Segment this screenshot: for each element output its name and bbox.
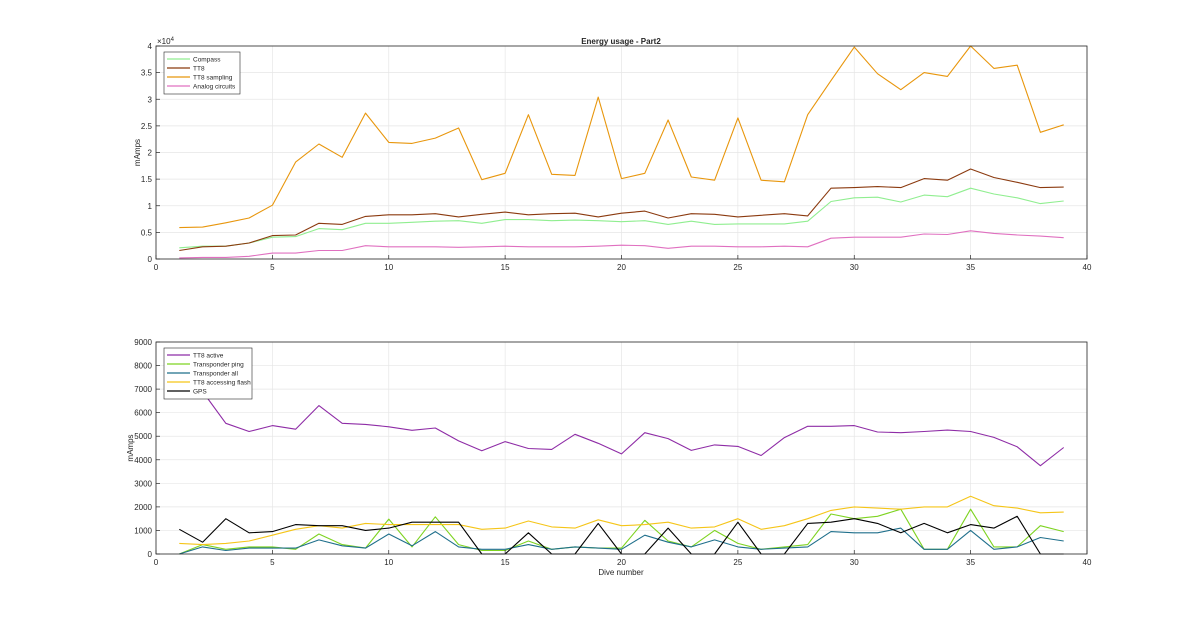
series-line-compass	[179, 187, 1064, 249]
y-tick-label: 1.5	[141, 175, 153, 184]
y-tick-label: 1000	[134, 526, 152, 535]
y-tick-label: 2	[148, 149, 153, 158]
y-tick-label: 7000	[134, 385, 152, 394]
series-line-tt8-accessing-flash	[179, 495, 1064, 546]
chart-title: Energy usage - Part2	[581, 37, 661, 46]
tick-labels: 0 5 10 15 20 25 30 35 40 0 0.5 1 1.5 2 2.5 3 3.5 4	[141, 42, 1092, 272]
legend-label: Analog circuits	[193, 83, 236, 90]
y-tick-label: 2000	[134, 503, 152, 512]
y-axis-label: mAmps	[126, 434, 135, 461]
x-tick-label: 20	[617, 263, 626, 272]
legend-label: TT8 accessing flash	[193, 379, 251, 386]
grid-lines	[155, 341, 1088, 555]
legend-label: TT8 sampling	[193, 74, 233, 81]
x-tick-label: 15	[501, 263, 510, 272]
x-tick-label: 25	[733, 263, 742, 272]
series-line-transponder-all	[179, 527, 1064, 555]
x-tick-label: 15	[501, 558, 510, 567]
x-tick-label: 35	[966, 558, 975, 567]
x-tick-label: 0	[154, 263, 159, 272]
y-tick-label: 8000	[134, 362, 152, 371]
y-tick-label: 4000	[134, 456, 152, 465]
x-axis-label: Dive number	[598, 568, 644, 577]
legend-label: Compass	[193, 56, 221, 63]
y-tick-label: 1	[148, 202, 153, 211]
y-tick-label: 0.5	[141, 228, 153, 237]
series-line-tt8	[179, 168, 1064, 252]
legend-label: TT8 active	[193, 352, 224, 359]
energy-usage-bottom-chart: 0 5 10 15 20 25 30 35 40 0 1000 2000 3000 4000 5000 600…	[126, 338, 1092, 577]
y-tick-label: 0	[148, 255, 153, 264]
x-tick-label: 30	[850, 558, 859, 567]
x-tick-label: 5	[270, 263, 275, 272]
series-line-analog-circuits	[179, 230, 1064, 259]
x-tick-label: 35	[966, 263, 975, 272]
legend-label: TT8	[193, 65, 205, 72]
x-tick-label: 30	[850, 263, 859, 272]
x-tick-label: 5	[270, 558, 275, 567]
legend-box	[163, 51, 241, 95]
y-tick-label: 6000	[134, 409, 152, 418]
grid-lines	[155, 45, 1088, 260]
y-tick-label: 5000	[134, 432, 152, 441]
y-tick-label: 2.5	[141, 122, 153, 131]
legend-label: Transponder all	[193, 370, 238, 377]
y-tick-label: 9000	[134, 338, 152, 347]
x-tick-label: 10	[384, 558, 393, 567]
y-exponent-label: ×104	[157, 37, 175, 46]
y-tick-label: 4	[148, 42, 153, 51]
legend-label: Transponder ping	[193, 361, 244, 368]
x-tick-label: 10	[384, 263, 393, 272]
y-tick-label: 3	[148, 95, 153, 104]
x-tick-label: 25	[733, 558, 742, 567]
series-line-tt8-sampling	[179, 45, 1064, 229]
x-tick-label: 40	[1083, 558, 1092, 567]
series-line-tt8-active	[178, 374, 1065, 467]
y-tick-label: 3000	[134, 479, 152, 488]
y-tick-label: 0	[148, 550, 153, 559]
series-lines	[179, 45, 1064, 259]
y-tick-label: 3.5	[141, 69, 153, 78]
x-tick-label: 0	[154, 558, 159, 567]
x-tick-label: 20	[617, 558, 626, 567]
legend: Compass TT8 TT8 sampling Analog circuits	[163, 51, 241, 95]
series-line-transponder-ping	[179, 508, 1064, 555]
y-axis-label: mAmps	[133, 139, 142, 166]
x-tick-label: 40	[1083, 263, 1092, 272]
tick-labels: 0 5 10 15 20 25 30 35 40 0 1000 2000 3000 4000 5000 600…	[134, 338, 1092, 567]
legend: TT8 active Transponder ping Transponder al…	[163, 347, 253, 400]
legend-label: GPS	[193, 388, 207, 395]
energy-usage-top-chart: Energy usage - Part2 0 5 10 15 20 25 30 35 40 0 0.…	[133, 37, 1092, 272]
